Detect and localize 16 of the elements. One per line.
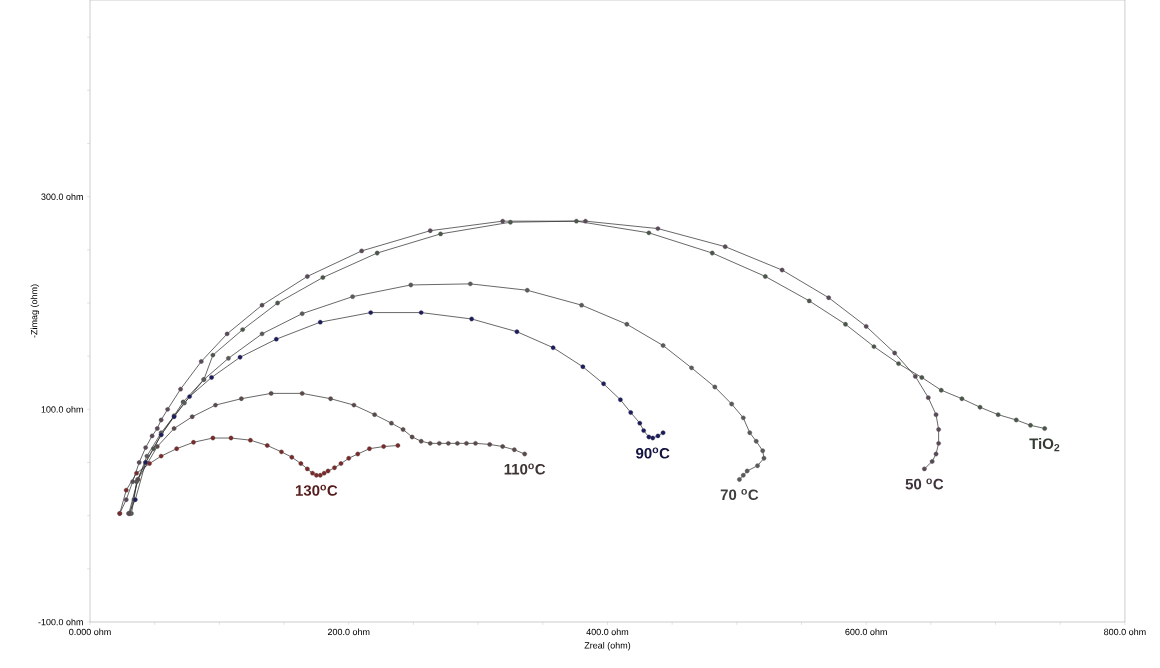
series-label: 70 $^{o}$C — [720, 489, 759, 501]
y-axis-title: -Zimag (ohm) — [30, 284, 40, 338]
series-label: TiO$_{2}$ — [1029, 438, 1060, 452]
series-label: 110$^{o}$C — [504, 463, 546, 475]
y-tick-label: -100.0 ohm — [38, 618, 83, 626]
x-tick-label: 800.0 ohm — [1104, 628, 1146, 636]
series-label: 90$^{o}$C — [636, 447, 670, 459]
x-tick-label: 600.0 ohm — [845, 628, 887, 636]
y-tick-label: 100.0 ohm — [41, 406, 83, 413]
x-tick-label: 0.000 ohm — [69, 628, 111, 636]
x-tick-label: 200.0 ohm — [327, 628, 370, 636]
x-axis-title: Zreal (ohm) — [584, 641, 631, 651]
series-label: 130$^{o}$C — [295, 484, 338, 496]
x-tick-label: 400.0 ohm — [586, 628, 629, 636]
y-tick-label: 300.0 ohm — [41, 193, 83, 200]
series-label: 50 $^{o}$C — [905, 478, 944, 490]
